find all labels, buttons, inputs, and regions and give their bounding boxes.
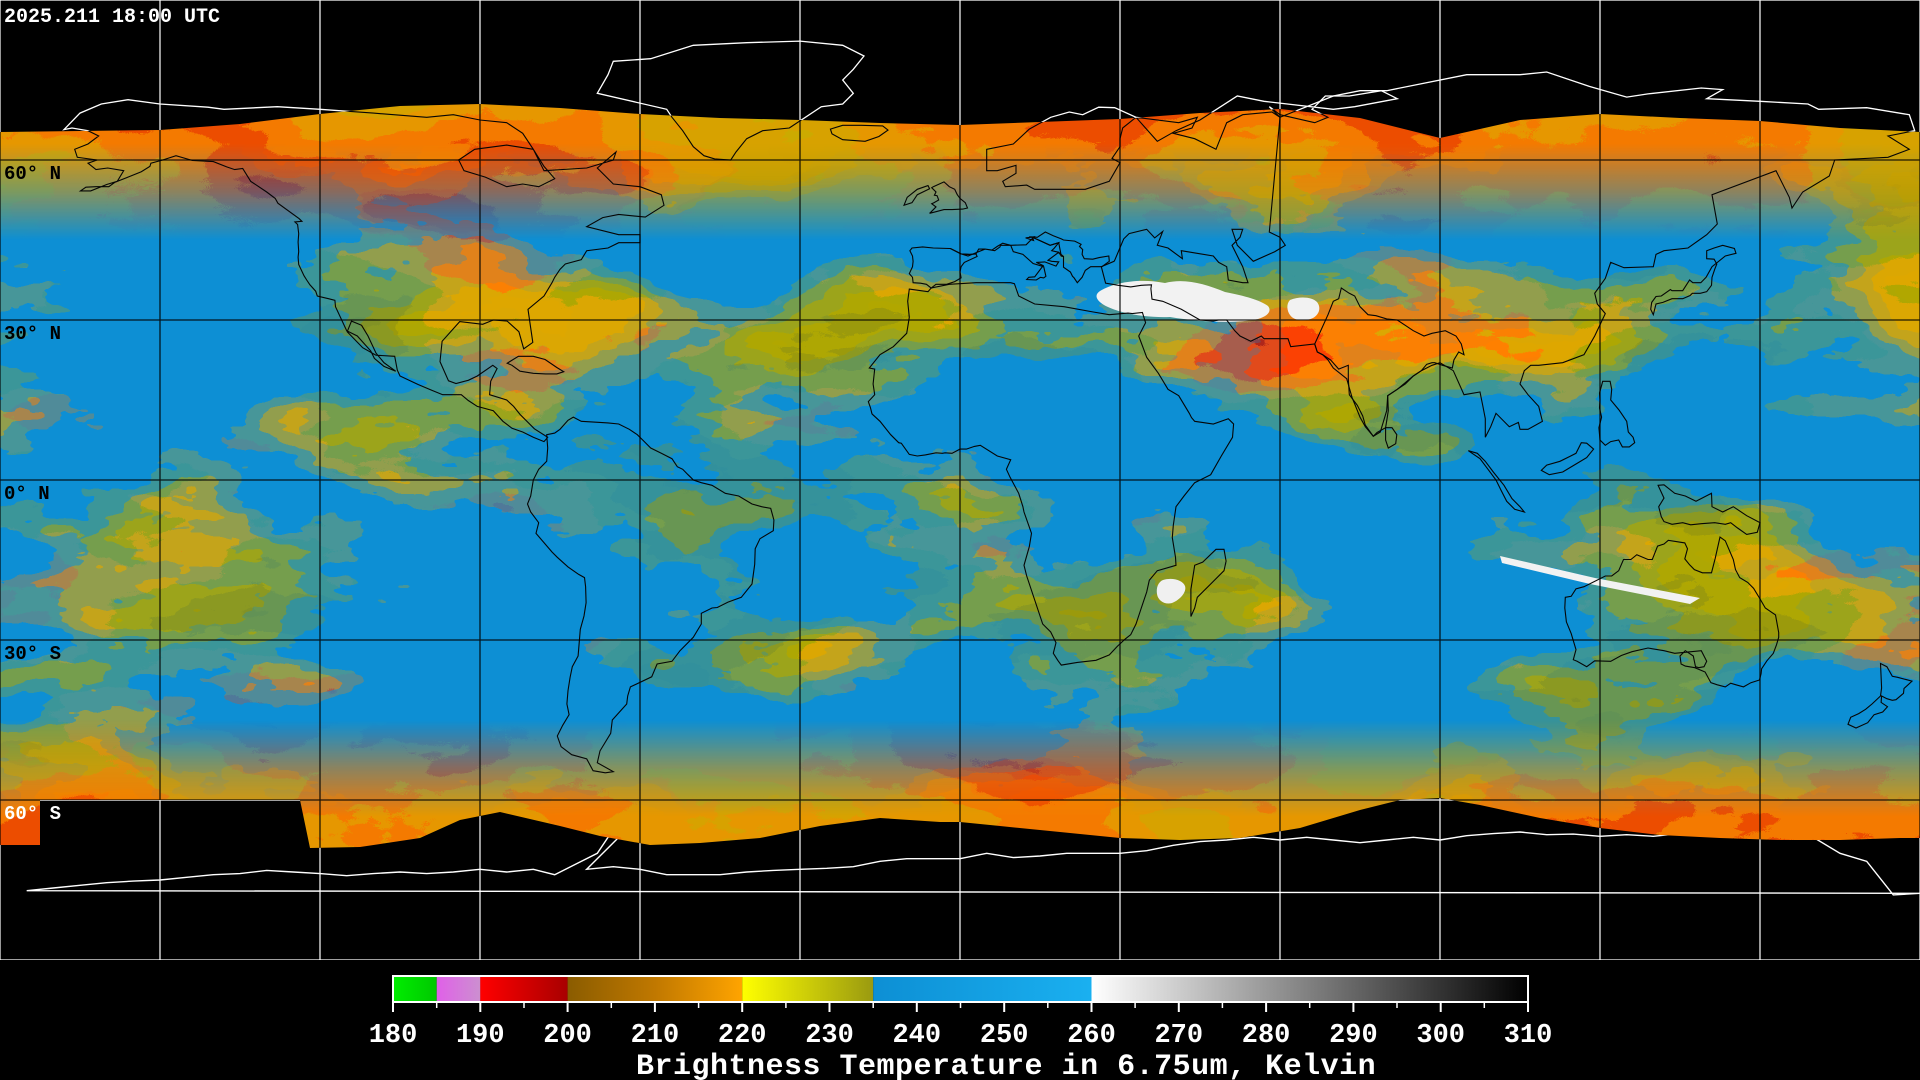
svg-text:180: 180 bbox=[369, 1021, 418, 1051]
svg-text:220: 220 bbox=[718, 1021, 767, 1051]
svg-text:240: 240 bbox=[892, 1021, 941, 1051]
svg-text:290: 290 bbox=[1329, 1021, 1378, 1051]
svg-text:210: 210 bbox=[631, 1021, 680, 1051]
svg-text:260: 260 bbox=[1067, 1021, 1116, 1051]
svg-text:270: 270 bbox=[1154, 1021, 1203, 1051]
svg-text:250: 250 bbox=[980, 1021, 1029, 1051]
svg-text:190: 190 bbox=[456, 1021, 505, 1051]
svg-text:Brightness Temperature in 6.75: Brightness Temperature in 6.75um, Kelvin bbox=[636, 1050, 1376, 1080]
svg-text:200: 200 bbox=[543, 1021, 592, 1051]
svg-text:230: 230 bbox=[805, 1021, 854, 1051]
svg-text:300: 300 bbox=[1416, 1021, 1465, 1051]
svg-text:280: 280 bbox=[1242, 1021, 1291, 1051]
svg-text:310: 310 bbox=[1504, 1021, 1553, 1051]
